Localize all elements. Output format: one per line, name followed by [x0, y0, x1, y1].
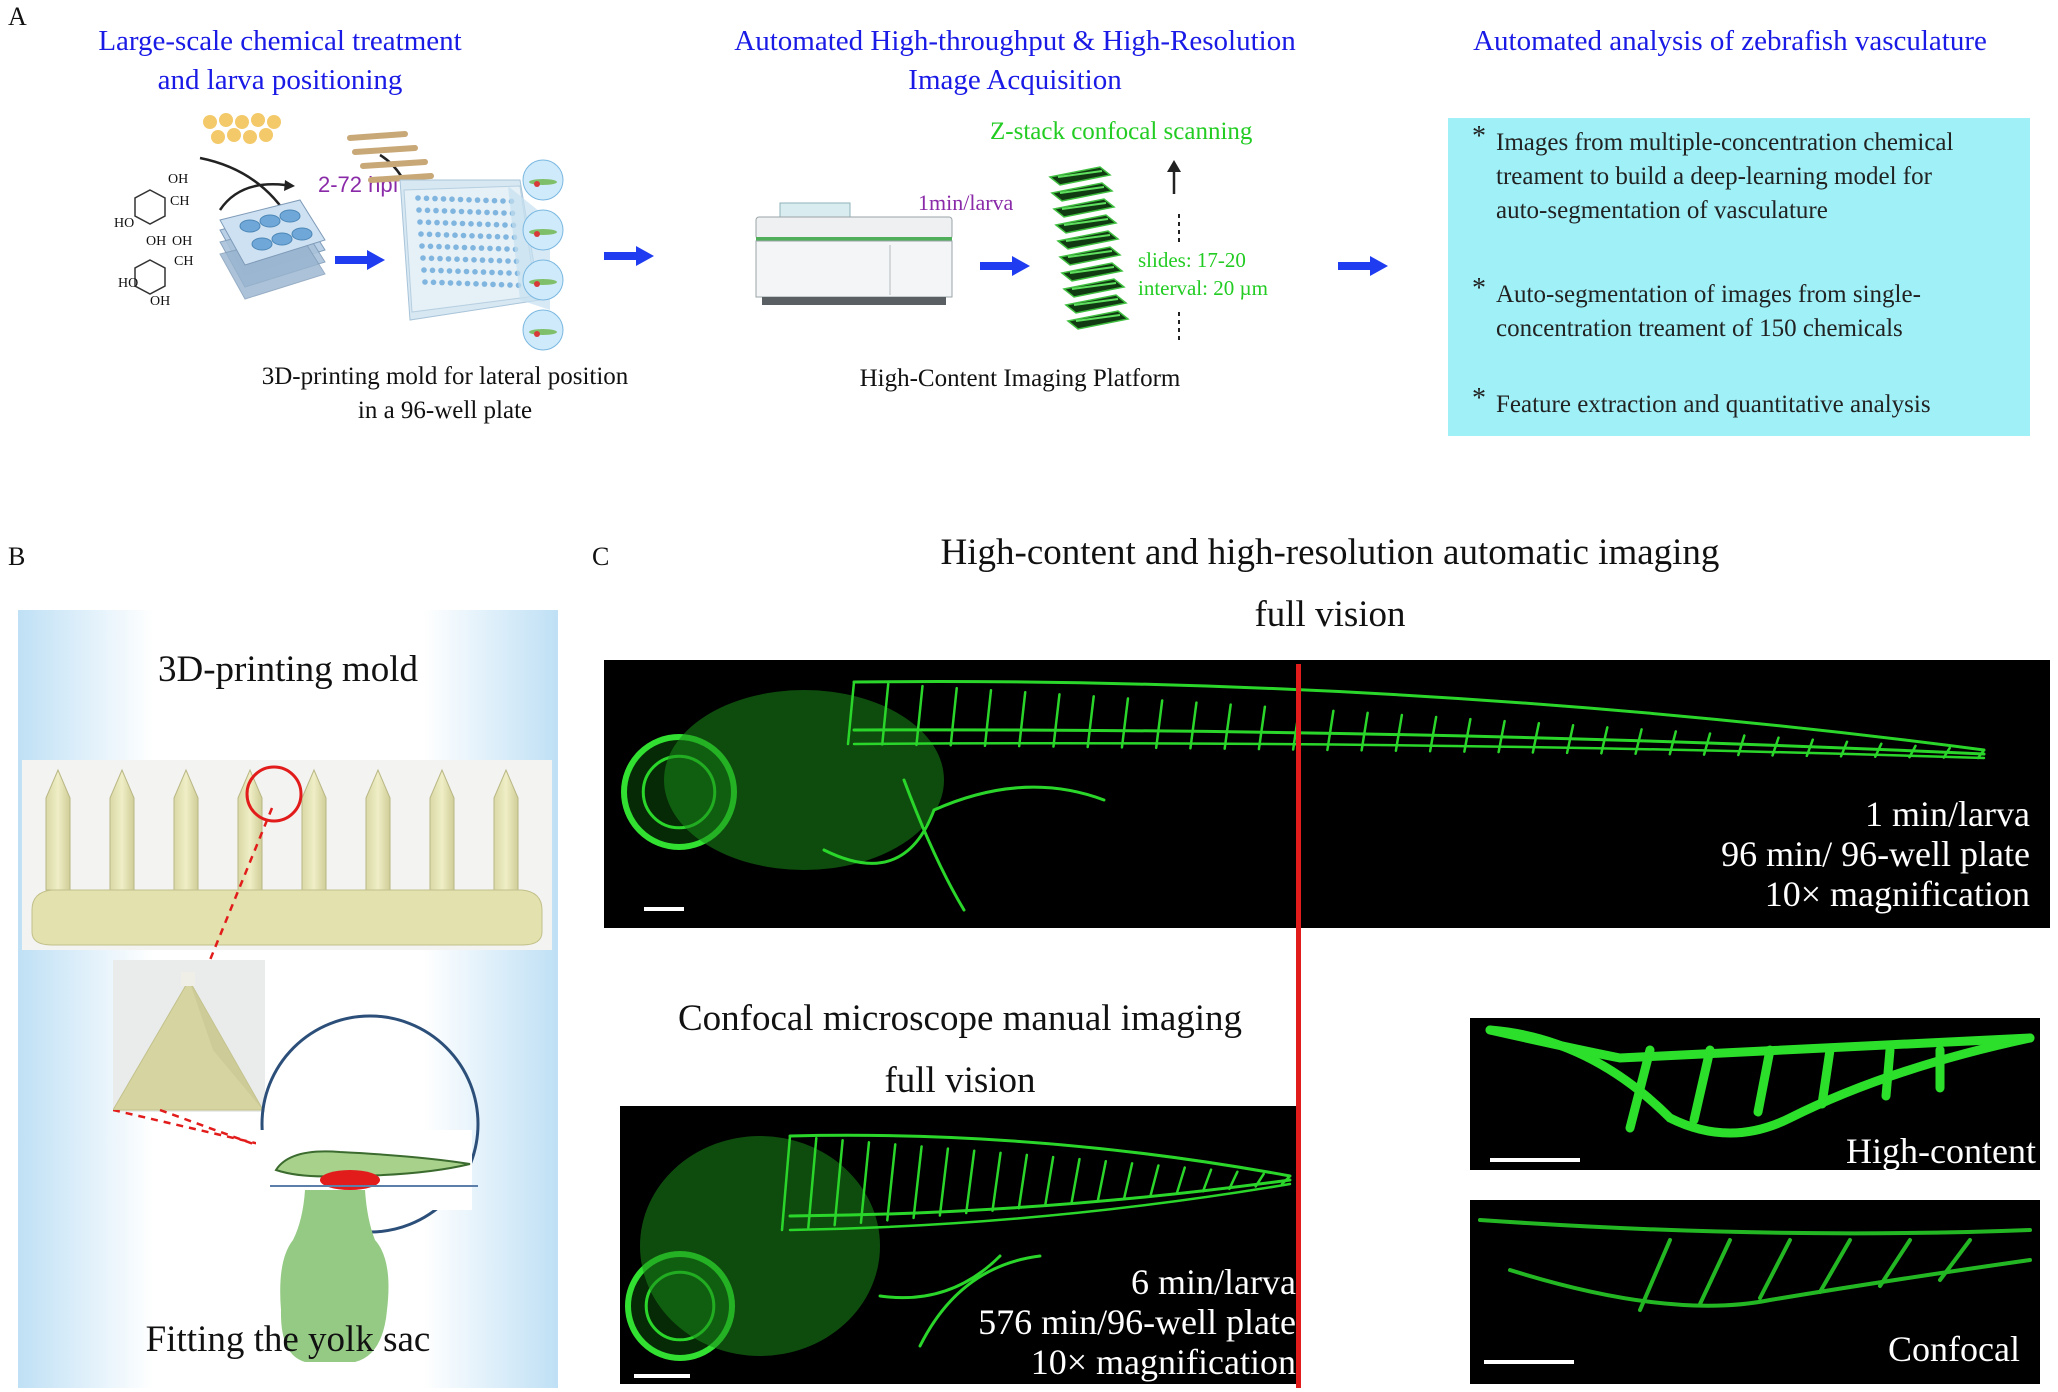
chem-oh-3: OH	[172, 234, 193, 249]
mold-tip-zoom-photo	[112, 960, 265, 1112]
larvae-icon	[347, 131, 434, 183]
imaging-platform-icon	[755, 202, 953, 305]
high-content-vasculature-icon	[621, 680, 1986, 912]
analysis-item-3: * Feature extraction and quantitative an…	[1472, 383, 1931, 418]
confocal-title-line1: Confocal microscope manual imaging	[677, 998, 1243, 1039]
panel-b-caption: Fitting the yolk sac	[145, 1319, 431, 1360]
hc-min-per-larva: 1 min/larva	[1865, 794, 2030, 834]
min-per-larva-label: 1min/larva	[918, 190, 1014, 215]
slides-label: slides: 17-20	[1138, 248, 1246, 272]
inset1-scale-bar	[1490, 1158, 1580, 1162]
step1-title-line2: and larva positioning	[157, 64, 403, 96]
chem-ch-1: CH	[170, 194, 190, 209]
inset-high-content-label: High-content	[1846, 1131, 2036, 1170]
confocal-title: Confocal microscope manual imaging full …	[620, 988, 1300, 1112]
confocal-full-image: 6 min/larva 576 min/96-well plate 10× ma…	[620, 1106, 1300, 1384]
zstack-label: Z-stack confocal scanning	[990, 118, 1253, 145]
step2-title-line2: Image Acquisition	[908, 64, 1122, 96]
comparison-divider-line	[1296, 664, 1301, 1388]
cf-min-per-plate: 576 min/96-well plate	[978, 1302, 1296, 1342]
panel-c-letter: C	[592, 542, 610, 571]
chem-oh-2: OH	[146, 234, 167, 249]
cf-magnification: 10× magnification	[1030, 1342, 1296, 1382]
dots-bottom-icon	[1178, 312, 1180, 342]
cf-scale-bar	[634, 1374, 690, 1378]
96-well-plate-icon: /* placeholder */	[399, 179, 550, 321]
hc-magnification: 10× magnification	[1764, 874, 2030, 914]
mold-caption: 3D-printing mold for lateral position in…	[210, 360, 680, 428]
chem-ho-1: HO	[114, 216, 135, 231]
analysis-item-2: * Auto-segmentation of images from singl…	[1472, 273, 1921, 342]
larva-icon	[270, 1150, 478, 1190]
step3-title: Automated analysis of zebrafish vasculat…	[1473, 25, 1987, 57]
panel-b-letter: B	[8, 542, 26, 571]
high-content-full-image: 1 min/larva 96 min/ 96-well plate 10× ma…	[604, 660, 2050, 928]
confocal-inset-image: Confocal	[1470, 1200, 2040, 1384]
platform-caption: High-Content Imaging Platform	[859, 365, 1181, 392]
confocal-inset-vessels-icon	[1478, 1218, 2032, 1312]
highlight-circle-icon	[245, 765, 303, 823]
hc-min-per-plate: 96 min/ 96-well plate	[1721, 834, 2030, 874]
high-content-inset-image: High-content	[1470, 1018, 2040, 1170]
arrow-icon-4	[1338, 256, 1388, 276]
high-content-inset-vessels-icon	[1485, 1025, 2035, 1138]
step2-title: Automated High-throughput & High-Resolut…	[690, 22, 1340, 100]
inset2-scale-bar	[1484, 1360, 1574, 1364]
up-arrow-icon	[1167, 160, 1181, 194]
panel-c-title: High-content and high-resolution automat…	[800, 522, 1860, 646]
yolk-sac-holder-icon	[280, 1190, 389, 1362]
zoom-dashed-lines-icon	[159, 807, 274, 1152]
cf-min-per-larva: 6 min/larva	[1131, 1262, 1296, 1302]
confocal-title-line2: full vision	[884, 1060, 1036, 1101]
arrow-icon-1	[335, 250, 385, 270]
analysis-item-1: * Images from multiple-concentration che…	[1472, 121, 1954, 224]
step1-title-line1: Large-scale chemical treatment	[98, 25, 462, 57]
confocal-info: 6 min/larva 576 min/96-well plate 10× ma…	[978, 1262, 1296, 1382]
mold-caption-line1: 3D-printing mold for lateral position	[261, 363, 629, 390]
chemical-structure-icon	[134, 189, 166, 295]
dots-top-icon	[1178, 214, 1180, 244]
chem-oh-4: OH	[150, 294, 171, 309]
mold-tip-icon	[112, 972, 264, 1111]
panel-a-letter: A	[8, 2, 27, 31]
inset-confocal-label: Confocal	[1888, 1329, 2020, 1369]
mold-caption-line2: in a 96-well plate	[357, 397, 533, 424]
mold-shape-icon	[31, 768, 543, 946]
panel-c-title-line2: full vision	[1254, 594, 1406, 635]
arrow-icon-3	[980, 256, 1030, 276]
chem-ch-2: CH	[174, 254, 194, 269]
chemical-dots-icon	[203, 113, 281, 144]
step2-title-line1: Automated High-throughput & High-Resolut…	[734, 25, 1296, 57]
chem-ho-2: HO	[118, 276, 139, 291]
interval-label: interval: 20 µm	[1138, 276, 1268, 300]
hc-scale-bar	[644, 907, 684, 911]
zoom-dashed-line-2-icon	[113, 1110, 269, 1148]
z-stack-slides-icon	[1048, 166, 1130, 330]
larva-bubbles-icon	[522, 159, 564, 351]
high-content-info: 1 min/larva 96 min/ 96-well plate 10× ma…	[1721, 794, 2030, 914]
mold-photo	[22, 760, 552, 950]
arrow-icon-2	[604, 246, 654, 266]
slides-info: slides: 17-20 interval: 20 µm	[1138, 246, 1268, 302]
chem-oh-1: OH	[168, 172, 189, 187]
panel-c-title-line1: High-content and high-resolution automat…	[940, 532, 1720, 573]
well-plate-stack-icon	[219, 199, 326, 300]
step1-title: Large-scale chemical treatment and larva…	[70, 22, 490, 100]
analysis-box: * Images from multiple-concentration che…	[1448, 118, 2030, 436]
confocal-vasculature-icon	[625, 1133, 1292, 1361]
panel-b-title: 3D-printing mold	[157, 649, 418, 690]
